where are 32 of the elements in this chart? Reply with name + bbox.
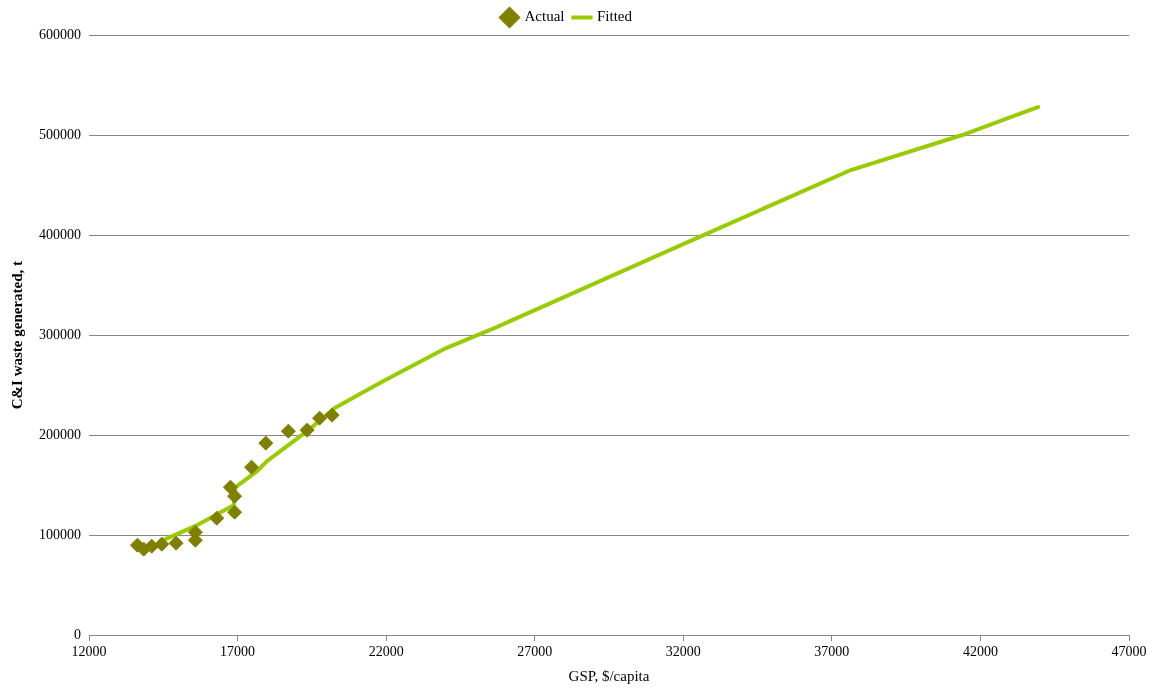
point: [299, 422, 315, 438]
point: [280, 423, 296, 439]
point: [222, 479, 238, 495]
y-tick-label: 400000: [39, 226, 81, 242]
point: [168, 535, 184, 551]
x-tick-label: 37000: [814, 644, 850, 660]
point: [244, 459, 260, 475]
point: [227, 504, 243, 520]
y-tick-label: 500000: [39, 126, 81, 142]
x-tick-label: 12000: [71, 644, 107, 660]
y-tick-label: 100000: [39, 526, 81, 542]
point: [312, 410, 328, 426]
y-tick-label: 200000: [39, 426, 81, 442]
y-tick-label: 300000: [39, 326, 81, 342]
point: [209, 510, 225, 526]
x-tick-label: 32000: [665, 644, 701, 660]
x-tick-label: 42000: [962, 644, 998, 660]
x-tick-label: 47000: [1111, 644, 1147, 660]
x-tick-label: 17000: [220, 644, 256, 660]
point: [227, 488, 243, 504]
y-axis-title: C&I waste generated, t: [8, 260, 25, 410]
y-tick-label: 0: [74, 626, 81, 642]
x-axis-title: GSP, $/capita: [568, 667, 650, 684]
point: [154, 536, 170, 552]
legend-label: Actual: [524, 8, 565, 25]
point: [258, 435, 274, 451]
y-tick-label: 600000: [39, 26, 81, 42]
legend-label: Fitted: [596, 8, 633, 25]
point: [324, 407, 340, 423]
x-tick-label: 22000: [368, 644, 404, 660]
point: [144, 538, 160, 554]
x-tick-label: 27000: [517, 644, 553, 660]
